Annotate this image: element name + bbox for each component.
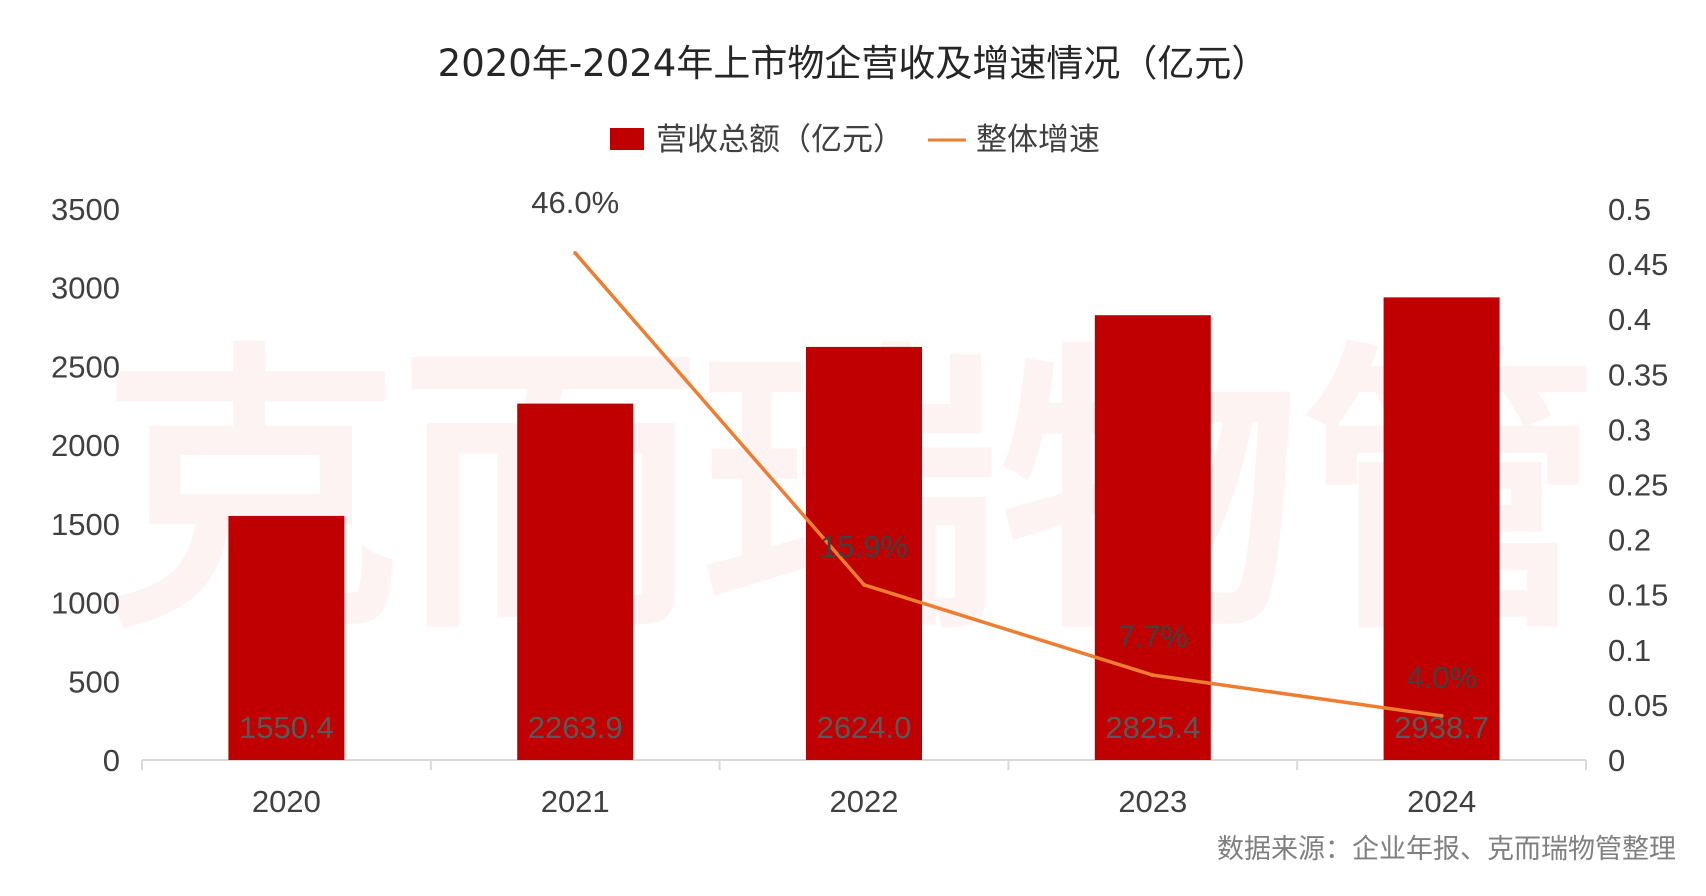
bar-revenue-2024 [1383,297,1500,760]
y-right-tick-label: 0.15 [1608,578,1668,613]
x-tick-label: 2020 [252,784,321,819]
y-left-tick-label: 1500 [51,507,120,542]
growth-line [573,251,1442,718]
bar-value-label: 2263.9 [528,710,623,745]
growth-line-layer [573,251,1444,718]
y-left-tick-label: 3500 [51,192,120,227]
growth-value-label: 46.0% [531,185,619,220]
bar-revenue-2022 [806,346,922,760]
bar-value-label: 2825.4 [1105,710,1200,745]
legend: 营收总额（亿元） 整体增速 [610,122,1100,158]
growth-point-2022 [862,582,866,587]
legend-swatch-revenue [610,128,644,150]
x-tick-label: 2022 [830,784,899,819]
x-tick-label: 2024 [1407,784,1476,819]
y-left-tick-label: 500 [68,664,120,699]
source-note: 数据来源：企业年报、克而瑞物管整理 [1217,834,1676,865]
chart-title: 2020年-2024年上市物企营收及增速情况（亿元） [438,42,1269,85]
y-right-tick-label: 0.25 [1608,468,1668,503]
y-right-tick-label: 0.5 [1608,192,1651,227]
legend-label-growth: 整体增速 [976,122,1100,158]
bar-revenue-2020 [228,515,345,760]
legend-label-revenue: 营收总额（亿元） [656,122,904,158]
y-left-tick-label: 2000 [51,428,120,463]
bar-value-label: 1550.4 [239,710,334,745]
growth-value-label: 15.9% [820,529,908,564]
growth-value-label: 4.0% [1406,660,1477,695]
data-labels: 1550.4 2263.9 2624.0 2825.4 2938.7 46.0% 15.9%… [239,185,1489,745]
growth-point-2023 [1150,673,1155,678]
y-right-tick-label: 0.4 [1608,302,1651,337]
bar-value-label: 2624.0 [817,710,912,745]
y-right-tick-label: 0.3 [1608,412,1651,447]
axes: 0 500 1000 1500 2000 2500 3000 3500 0 0.05 0.1 0.15… [51,192,1668,819]
bar-revenue-2021 [517,403,634,760]
y-left-tick-label: 3000 [51,271,120,306]
y-left-tick-label: 1000 [51,586,120,621]
y-right-tick-label: 0.45 [1608,247,1668,282]
growth-point-2021 [573,251,578,256]
bars [228,297,1500,760]
y-right-tick-label: 0.35 [1608,357,1668,392]
x-tick-label: 2023 [1118,784,1187,819]
growth-value-label: 7.7% [1117,619,1188,654]
y-left-tick-label: 0 [103,743,120,778]
y-left-tick-label: 2500 [51,349,120,384]
y-right-tick-label: 0.1 [1608,633,1651,668]
y-right-tick-label: 0.2 [1608,523,1651,558]
y-right-tick-label: 0 [1608,743,1625,778]
growth-point-2024 [1439,713,1444,718]
bar-revenue-2023 [1094,315,1211,760]
bar-value-label: 2938.7 [1394,710,1489,745]
x-tick-label: 2021 [541,784,610,819]
y-right-tick-label: 0.05 [1608,688,1668,723]
